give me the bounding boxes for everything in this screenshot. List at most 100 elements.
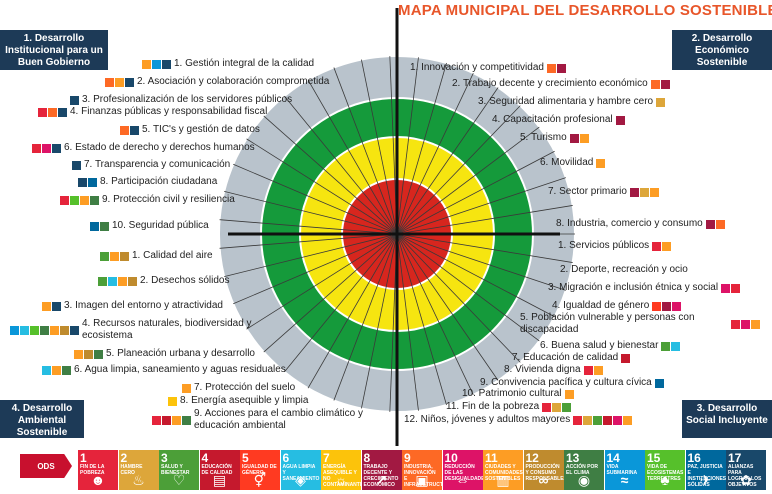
- indicator-label: 5. TIC's y gestión de datos: [142, 124, 260, 135]
- indicator-label: 7. Sector primario: [548, 186, 627, 197]
- ods-chip-icon: [40, 325, 49, 335]
- ods-chip-icon: [58, 107, 67, 117]
- ods-chip-icon: [649, 187, 659, 197]
- quadrant-label-ambiental: 4. Desarrollo Ambiental Sostenible: [0, 400, 84, 438]
- ods-chip-icon: [731, 319, 740, 329]
- ods-chip-group: [32, 143, 61, 153]
- spoke-line: [396, 233, 573, 263]
- sdg-label: TRABAJO DECENTE Y CRECIMIENTO ECONÓMICO: [363, 464, 399, 488]
- sdg-label: EDUCACIÓN DE CALIDAD: [201, 464, 233, 476]
- sdg-tile-3: 3 SALUD Y BIENESTAR ♡: [159, 450, 199, 490]
- ods-chip-icon: [162, 415, 171, 425]
- left-indicator-item: 8. Energía asequible y limpia: [168, 395, 308, 407]
- spoke-line: [333, 67, 398, 235]
- indicator-label: 1. Calidad del aire: [132, 250, 213, 261]
- ods-chip-icon: [98, 276, 107, 286]
- indicator-label: 3. Profesionalización de los servidores …: [82, 94, 293, 105]
- ods-chip-icon: [74, 349, 83, 359]
- ods-chip-icon: [705, 219, 715, 229]
- left-indicator-item: 9. Acciones para el cambio climático y e…: [152, 408, 392, 432]
- ods-chip-icon: [573, 415, 583, 425]
- ods-chip-icon: [182, 383, 191, 393]
- sdg-tile-8: 8 TRABAJO DECENTE Y CRECIMIENTO ECONÓMICO…: [361, 450, 402, 490]
- indicator-label: 4. Igualdad de género: [552, 300, 650, 311]
- ods-chip-icon: [613, 415, 623, 425]
- sdg-icon: ♣: [660, 472, 670, 488]
- ods-chip-group: [100, 251, 129, 261]
- ods-chip-group: [705, 219, 725, 229]
- ods-chip-icon: [603, 415, 613, 425]
- ods-chip-icon: [78, 177, 87, 187]
- spoke-line: [233, 233, 398, 305]
- ods-chip-icon: [542, 402, 552, 412]
- ods-chip-icon: [579, 133, 589, 143]
- sdg-label: VIDA SUBMARINA: [606, 464, 638, 476]
- spoke-line: [307, 233, 398, 389]
- ods-chip-icon: [118, 276, 127, 286]
- ods-chip-icon: [593, 365, 603, 375]
- ods-chip-icon: [105, 77, 114, 87]
- sdg-tile-4: 4 EDUCACIÓN DE CALIDAD ▤: [199, 450, 240, 490]
- right-indicator-item: 12. Niños, jóvenes y adultos mayores: [404, 414, 633, 426]
- ods-chip-group: [182, 383, 191, 393]
- spoke-line: [396, 57, 419, 235]
- ods-chip-icon: [94, 349, 103, 359]
- ods-chip-icon: [88, 177, 97, 187]
- ods-chip-icon: [629, 187, 639, 197]
- indicator-label: 9. Acciones para el cambio climático y e…: [194, 408, 363, 431]
- spoke-line: [389, 233, 398, 412]
- ods-chip-group: [72, 160, 81, 170]
- right-indicator-item: 5. Población vulnerable y personas con d…: [520, 312, 760, 336]
- ods-chip-group: [654, 378, 664, 388]
- ods-chip-icon: [38, 107, 47, 117]
- ods-chip-group: [168, 396, 177, 406]
- sdg-tile-11: 11 CIUDADES Y COMUNIDADES SOSTENIBLES ▥: [483, 450, 523, 490]
- ods-chip-group: [38, 107, 67, 117]
- ods-chip-icon: [621, 353, 631, 363]
- ods-chip-icon: [652, 241, 662, 251]
- sdg-number: 15: [647, 451, 661, 465]
- ods-chip-group: [629, 187, 659, 197]
- spoke-line: [396, 233, 521, 363]
- ods-chip-icon: [652, 301, 662, 311]
- left-indicator-item: 10. Seguridad pública: [90, 220, 209, 232]
- spoke-line: [263, 115, 398, 235]
- sdg-icon: ♨: [132, 472, 145, 488]
- ods-chip-group: [546, 63, 566, 73]
- ods-chip-icon: [556, 63, 566, 73]
- ods-chip-icon: [162, 59, 171, 69]
- ods-chip-icon: [120, 251, 129, 261]
- left-indicator-item: 3. Imagen del entorno y atractividad: [42, 300, 223, 312]
- sdg-icon: ✈: [699, 472, 712, 488]
- sdg-number: 6: [282, 451, 290, 465]
- page-title: MAPA MUNICIPAL DEL DESARROLLO SOSTENIBLE: [398, 2, 772, 19]
- left-indicator-item: 6. Agua limpia, saneamiento y aguas resi…: [42, 364, 286, 376]
- ods-chip-group: [120, 125, 139, 135]
- ring-red: [341, 178, 453, 290]
- spoke-line: [219, 219, 398, 235]
- indicator-label: 3. Migración e inclusión étnica y social: [548, 282, 719, 293]
- sdg-tile-14: 14 VIDA SUBMARINA ≈: [604, 450, 645, 490]
- ods-chip-icon: [623, 415, 633, 425]
- ods-chip-icon: [62, 365, 71, 375]
- indicator-label: 8. Energía asequible y limpia: [180, 395, 309, 406]
- sdg-icon: ⚥: [253, 472, 267, 488]
- ods-chip-icon: [52, 143, 61, 153]
- sdg-label: SALUD Y BIENESTAR: [161, 464, 190, 476]
- ods-chip-icon: [172, 415, 181, 425]
- indicator-label: 10. Seguridad pública: [112, 220, 209, 231]
- ods-chip-icon: [42, 143, 51, 153]
- sdg-label: IGUALDAD DE GÉNERO: [242, 464, 277, 476]
- left-indicator-item: 7. Transparencia y comunicación: [72, 159, 230, 171]
- sdg-number: 4: [201, 451, 209, 465]
- indicator-label: 9. Convivencia pacífica y cultura cívica: [480, 377, 652, 388]
- sdg-icon: ▣: [415, 472, 429, 488]
- left-indicator-item: 7. Protección del suelo: [182, 382, 295, 394]
- ods-chip-icon: [20, 325, 29, 335]
- sdg-label: REDUCCIÓN DE LAS DESIGUALDADES: [444, 464, 483, 482]
- sdg-icon: ☻: [90, 472, 106, 488]
- right-indicator-item: 6. Movilidad: [540, 157, 606, 169]
- indicator-label: 6. Estado de derecho y derechos humanos: [64, 142, 255, 153]
- ods-chip-icon: [48, 107, 57, 117]
